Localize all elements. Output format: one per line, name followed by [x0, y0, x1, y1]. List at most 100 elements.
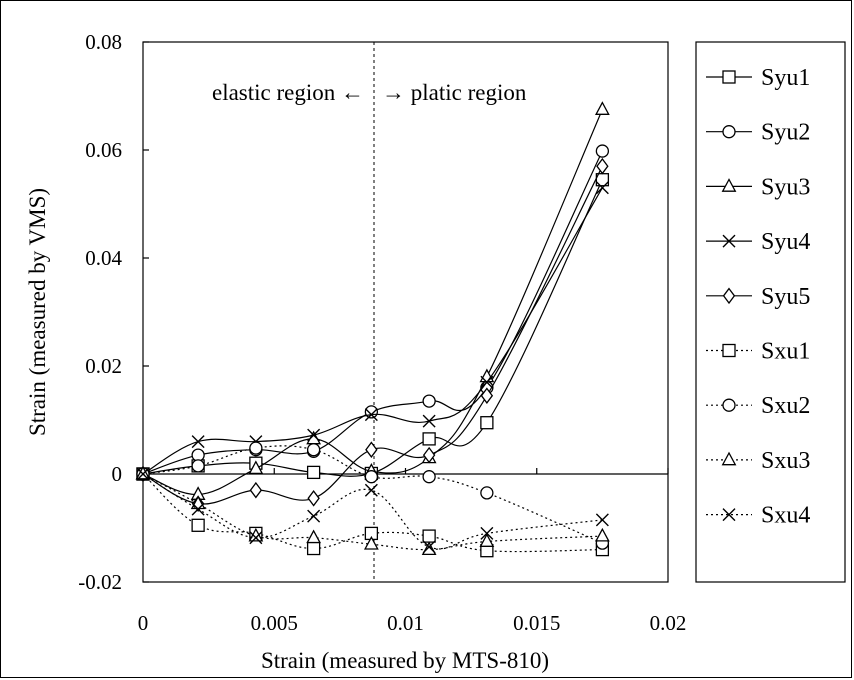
- triangle-marker: [306, 529, 322, 544]
- series-layer: [135, 101, 610, 558]
- x-marker: [722, 508, 736, 522]
- x-marker: [595, 181, 609, 195]
- axes: 0 0.005 0.01 0.015 0.02 -0.02 0 0.02 0.04 0.06 0.0…: [78, 30, 686, 635]
- x-marker: [722, 234, 736, 248]
- circle-marker: [722, 398, 736, 412]
- series-syu2: [136, 144, 610, 481]
- y-axis-label: Strain (measured by VMS): [25, 188, 50, 436]
- x-marker: [307, 428, 321, 442]
- plot-area: [142, 41, 669, 583]
- x-tick-label: 0.02: [650, 611, 687, 635]
- series-line: [142, 187, 603, 475]
- elastic-region-label: elastic region ←: [212, 80, 364, 105]
- circle-marker: [306, 443, 321, 457]
- series-line: [142, 179, 603, 477]
- circle-marker: [364, 405, 379, 419]
- legend-item-sxu3: Sxu3: [706, 448, 810, 474]
- x-marker: [480, 375, 494, 389]
- series-syu5: [136, 157, 609, 512]
- diamond-marker: [480, 387, 494, 404]
- triangle-marker: [248, 460, 264, 475]
- circle-marker: [722, 125, 736, 139]
- diamond-marker: [596, 157, 609, 175]
- x-marker: [595, 513, 609, 527]
- series-syu1: [136, 173, 610, 481]
- x-marker: [191, 435, 205, 449]
- series-sxu3: [135, 465, 610, 556]
- y-tick-label: -0.02: [78, 570, 122, 594]
- legend: Syu1 Syu2 Syu3 Syu4 Syu5 Sxu1 Sxu2 Sxu3 Sxu4: [706, 65, 810, 529]
- square-marker: [306, 541, 321, 556]
- triangle-marker: [421, 541, 437, 556]
- y-tick-label: 0: [112, 462, 123, 486]
- x-tick-label: 0.005: [251, 611, 298, 635]
- legend-item-sxu1: Sxu1: [706, 339, 810, 365]
- legend-label: Sxu2: [761, 393, 810, 419]
- x-marker: [191, 502, 205, 516]
- legend-label: Syu2: [761, 120, 810, 146]
- legend-item-sxu4: Sxu4: [706, 503, 810, 529]
- legend-item-syu4: Syu4: [706, 229, 810, 255]
- circle-marker: [595, 144, 610, 158]
- circle-marker: [364, 470, 379, 484]
- square-marker: [480, 416, 494, 430]
- triangle-marker: [721, 178, 737, 192]
- y-tick-label: 0.08: [85, 30, 122, 54]
- square-marker: [422, 432, 436, 446]
- x-marker: [307, 509, 321, 523]
- diamond-marker: [722, 287, 736, 305]
- legend-label: Sxu1: [761, 339, 810, 365]
- triangle-marker: [721, 451, 737, 466]
- diamond-marker: [422, 446, 436, 464]
- y-tick-label: 0.06: [85, 138, 122, 162]
- y-tick-label: 0.04: [85, 246, 122, 270]
- legend-item-syu2: Syu2: [706, 120, 810, 146]
- square-marker: [722, 70, 736, 84]
- series-syu4: [136, 181, 609, 481]
- circle-marker: [191, 459, 205, 473]
- x-marker: [136, 467, 150, 481]
- triangle-marker: [594, 101, 610, 115]
- x-marker: [249, 531, 263, 545]
- diamond-marker: [249, 481, 263, 499]
- triangle-marker: [594, 527, 610, 542]
- x-tick-label: 0.015: [513, 611, 560, 635]
- series-line: [142, 473, 603, 553]
- circle-marker: [249, 441, 263, 455]
- plastic-region-label: → platic region: [382, 80, 527, 105]
- legend-item-syu1: Syu1: [706, 65, 810, 91]
- series-line: [142, 109, 603, 496]
- x-axis-label: Strain (measured by MTS-810): [261, 648, 549, 673]
- legend-label: Sxu4: [761, 503, 810, 529]
- x-marker: [364, 408, 378, 422]
- triangle-marker: [479, 533, 495, 547]
- legend-item-syu3: Syu3: [706, 174, 810, 200]
- x-marker: [364, 483, 378, 497]
- legend-label: Syu4: [761, 229, 810, 255]
- legend-label: Sxu3: [761, 448, 810, 474]
- y-tick-label: 0.02: [85, 354, 122, 378]
- legend-label: Syu1: [761, 65, 810, 91]
- square-marker: [306, 465, 321, 480]
- diamond-marker: [307, 490, 320, 507]
- circle-marker: [480, 486, 494, 500]
- triangle-marker: [135, 465, 151, 480]
- circle-marker: [422, 394, 436, 408]
- series-line: [142, 150, 603, 475]
- series-sxu4: [136, 467, 609, 554]
- x-marker: [422, 414, 436, 428]
- legend-item-syu5: Syu5: [706, 284, 810, 310]
- circle-marker: [422, 470, 436, 484]
- x-tick-label: 0: [138, 611, 149, 635]
- legend-label: Syu3: [761, 174, 810, 200]
- diamond-marker: [365, 441, 378, 458]
- triangle-marker: [363, 535, 379, 550]
- x-marker: [480, 526, 494, 540]
- legend-label: Syu5: [761, 284, 810, 310]
- legend-item-sxu2: Sxu2: [706, 393, 810, 419]
- x-tick-label: 0.01: [387, 611, 424, 635]
- square-marker: [722, 343, 736, 358]
- x-marker: [422, 540, 436, 554]
